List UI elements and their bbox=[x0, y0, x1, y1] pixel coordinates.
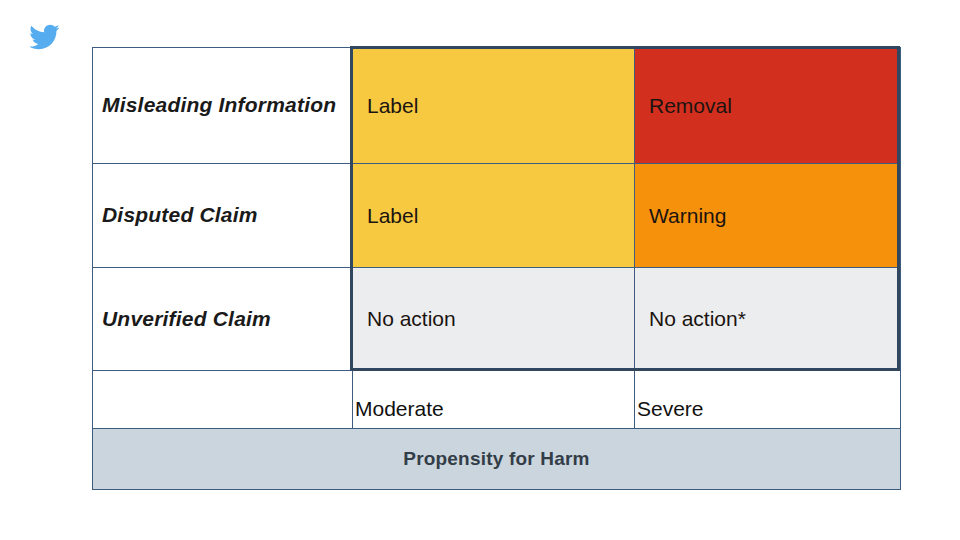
table-row-axis-caption: Propensity for Harm bbox=[93, 429, 901, 490]
policy-matrix-table: Misleading Information Label Removal Dis… bbox=[92, 47, 901, 490]
row-label-unverified-claim: Unverified Claim bbox=[93, 268, 353, 371]
twitter-logo-icon bbox=[25, 21, 63, 53]
table-row-misleading-information: Misleading Information Label Removal bbox=[93, 48, 901, 164]
table-row-unverified-claim: Unverified Claim No action No action* bbox=[93, 268, 901, 371]
matrix-cell-misleading-moderate: Label bbox=[353, 48, 635, 164]
column-label-severe: Severe bbox=[635, 371, 901, 429]
matrix-cell-unverified-moderate: No action bbox=[353, 268, 635, 371]
matrix-cell-misleading-severe: Removal bbox=[635, 48, 901, 164]
table-row-disputed-claim: Disputed Claim Label Warning bbox=[93, 164, 901, 268]
table-row-severity-labels: Moderate Severe bbox=[93, 371, 901, 429]
policy-matrix: Misleading Information Label Removal Dis… bbox=[92, 47, 900, 489]
matrix-cell-disputed-moderate: Label bbox=[353, 164, 635, 268]
slide-canvas: Misleading Information Label Removal Dis… bbox=[0, 0, 960, 540]
empty-corner-cell bbox=[93, 371, 353, 429]
matrix-cell-unverified-severe: No action* bbox=[635, 268, 901, 371]
column-label-moderate: Moderate bbox=[353, 371, 635, 429]
row-label-disputed-claim: Disputed Claim bbox=[93, 164, 353, 268]
matrix-cell-disputed-severe: Warning bbox=[635, 164, 901, 268]
axis-caption: Propensity for Harm bbox=[93, 429, 901, 490]
row-label-misleading-information: Misleading Information bbox=[93, 48, 353, 164]
